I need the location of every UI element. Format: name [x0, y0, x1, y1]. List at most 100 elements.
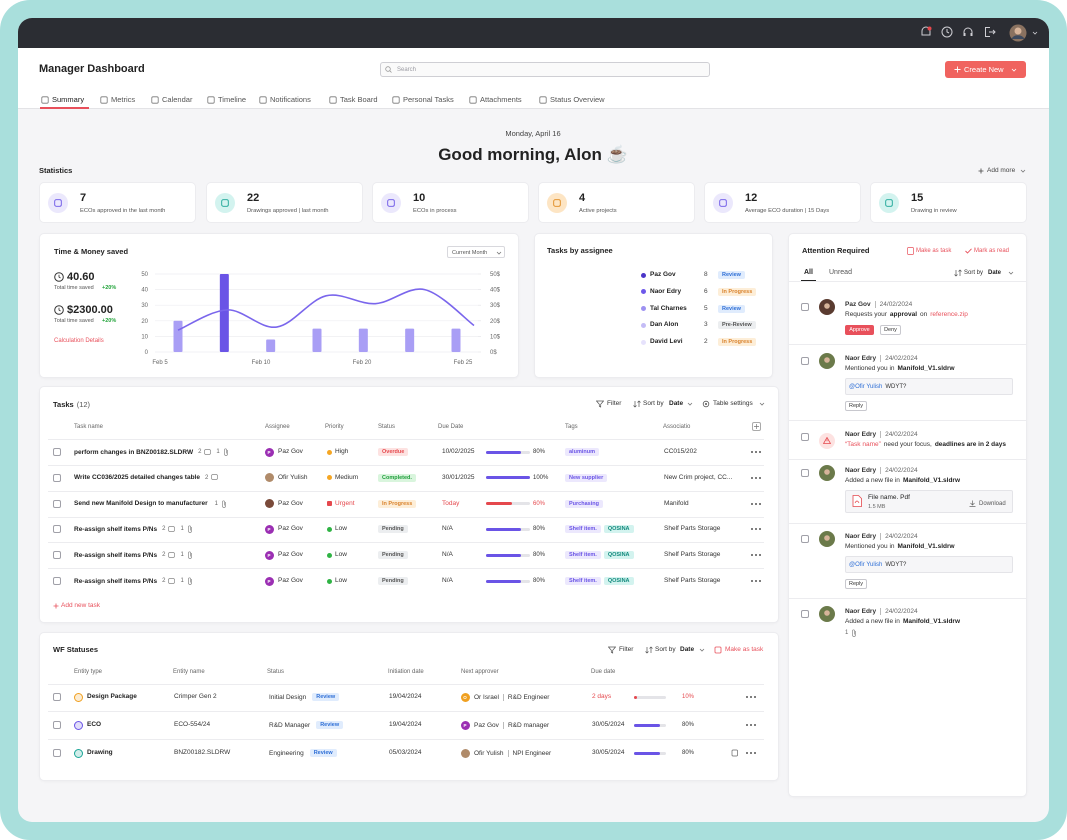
checkbox[interactable]: [53, 448, 61, 456]
checkbox[interactable]: [53, 551, 61, 560]
notifications-icon[interactable]: [920, 26, 932, 39]
sort-value[interactable]: Date: [988, 270, 1002, 276]
tab[interactable]: Timeline: [218, 95, 247, 104]
legend-count: 5: [704, 304, 708, 312]
logout-icon[interactable]: [984, 26, 996, 38]
more-menu[interactable]: [750, 450, 762, 454]
text-row: Naor Edry 24/02/2024: [845, 351, 918, 365]
tab[interactable]: Calendar: [162, 95, 193, 104]
calculation-link[interactable]: Calculation Details: [54, 338, 104, 344]
divider: [789, 523, 1026, 524]
more-menu[interactable]: [750, 553, 762, 557]
icon-shape: [824, 610, 830, 616]
icon-shape: [755, 528, 757, 531]
divider: [789, 344, 1026, 345]
icon-shape: [496, 251, 502, 255]
period-dropdown[interactable]: [447, 246, 505, 258]
add-task[interactable]: Add new task: [61, 602, 101, 609]
checkbox[interactable]: [801, 303, 809, 311]
deny-button[interactable]: Deny: [880, 325, 901, 335]
tab[interactable]: Status Overview: [550, 95, 605, 104]
table-settings[interactable]: Table settings: [713, 400, 753, 407]
comment-icon: [211, 474, 219, 481]
add-column[interactable]: [752, 422, 761, 431]
more-menu[interactable]: [750, 527, 762, 531]
checkbox[interactable]: [53, 577, 61, 585]
more-menu[interactable]: [750, 502, 762, 506]
more-menu[interactable]: [745, 695, 757, 699]
tab[interactable]: Metrics: [111, 95, 136, 104]
checkbox[interactable]: [53, 525, 61, 534]
avatar: [264, 473, 274, 483]
text-row: Initial Design Review: [269, 690, 340, 704]
more-menu[interactable]: [750, 579, 762, 583]
make-task[interactable]: Make as task: [725, 646, 764, 653]
legend-count: 8: [704, 271, 708, 278]
tab[interactable]: Personal Tasks: [403, 95, 454, 104]
divider: [789, 459, 1026, 460]
more-menu[interactable]: [745, 751, 757, 755]
sort-label[interactable]: Sort by: [655, 646, 676, 653]
priority: High: [335, 448, 349, 455]
approver: Paz Gov: [474, 721, 499, 729]
sort-label[interactable]: Sort by: [643, 400, 664, 407]
message-text: need your focus,: [883, 441, 932, 448]
checkbox[interactable]: [801, 610, 809, 618]
filter[interactable]: Filter: [607, 400, 622, 407]
text-row: R&D Manager Review: [269, 718, 344, 732]
icon-shape: [1008, 271, 1014, 275]
history-icon[interactable]: [941, 26, 953, 38]
tab[interactable]: Notifications: [270, 95, 311, 104]
create-button[interactable]: [945, 61, 1026, 78]
approve-button[interactable]: Approve: [845, 325, 874, 335]
more-menu[interactable]: [750, 476, 762, 480]
tab[interactable]: Unread: [829, 269, 852, 276]
checkbox[interactable]: [53, 749, 61, 757]
user-avatar[interactable]: [1009, 24, 1027, 42]
tab[interactable]: Summary: [52, 95, 85, 104]
initiation-date: 19/04/2024: [389, 693, 422, 700]
chip: QOSINA: [603, 525, 634, 534]
add-more[interactable]: Add more: [987, 167, 1016, 174]
entity-name: BNZ00182.SLDRW: [174, 749, 231, 756]
checkbox[interactable]: [53, 473, 61, 482]
icon-shape: [387, 199, 395, 207]
column-header: Status: [378, 424, 396, 430]
progress-bar: [486, 476, 530, 480]
more-menu[interactable]: [745, 723, 757, 727]
tab[interactable]: Attachments: [480, 95, 522, 104]
message-text: Manifold_V1.sldrw: [897, 365, 955, 372]
sort-value[interactable]: Date: [680, 646, 695, 653]
checkbox[interactable]: [801, 357, 809, 365]
tab[interactable]: Task Board: [340, 95, 378, 104]
tab[interactable]: All: [804, 269, 813, 276]
icon-shape: [755, 580, 757, 582]
reply-button[interactable]: Reply: [845, 401, 867, 411]
progress-label: 60%: [533, 500, 546, 507]
checkbox[interactable]: [801, 469, 809, 477]
copy-icon[interactable]: [731, 749, 739, 757]
checkbox[interactable]: [53, 693, 61, 701]
filter[interactable]: Filter: [619, 646, 634, 653]
reply-button[interactable]: Reply: [845, 579, 867, 589]
make-task[interactable]: Make as task: [916, 248, 952, 254]
task-name: Send new Manifold Design to manufacturer: [74, 500, 208, 508]
legend-dot: [641, 272, 646, 278]
text-row: Shelf item. QOSINA: [565, 548, 634, 562]
search-box[interactable]: [380, 62, 710, 77]
checkbox[interactable]: [801, 433, 809, 441]
checkbox[interactable]: [53, 499, 61, 508]
icon-shape: [754, 696, 756, 698]
download[interactable]: Download: [979, 500, 1006, 507]
sort-value[interactable]: Date: [669, 400, 684, 407]
text-row: Re-assign shelf items P/Ns 2 1: [74, 548, 193, 562]
checkbox[interactable]: [53, 721, 61, 729]
sort-label[interactable]: Sort by: [964, 270, 984, 276]
icon-shape: [1011, 68, 1017, 72]
checkbox[interactable]: [801, 535, 809, 543]
panel-title: Tasks: [53, 399, 74, 409]
mark-read[interactable]: Mark as read: [974, 248, 1010, 254]
support-icon[interactable]: [962, 26, 974, 38]
icon-shape: [755, 554, 757, 557]
chip: In Progress: [378, 499, 417, 508]
